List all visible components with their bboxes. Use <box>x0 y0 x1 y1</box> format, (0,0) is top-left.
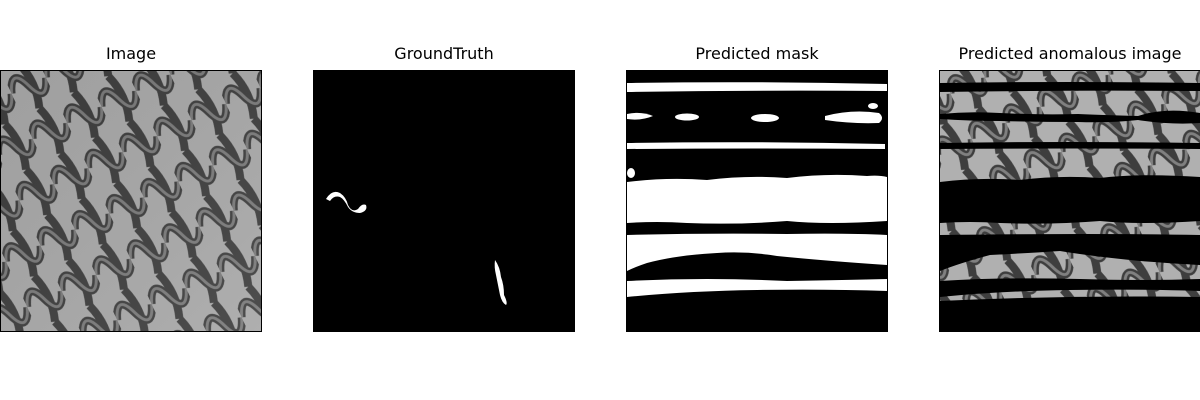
image-frame <box>0 70 262 332</box>
panel-groundtruth: GroundTruth <box>313 0 575 400</box>
panel-image: Image <box>0 0 262 400</box>
panel-predicted-mask: Predicted mask <box>626 0 888 400</box>
predicted-anomalous-frame <box>939 70 1200 332</box>
panel-title: Predicted anomalous image <box>958 44 1182 63</box>
panel-predicted-anomalous-image: Predicted anomalous image <box>939 0 1200 400</box>
groundtruth-mask <box>314 71 574 331</box>
predicted-mask-frame <box>626 70 888 332</box>
groundtruth-frame <box>313 70 575 332</box>
panel-title: Image <box>105 44 157 63</box>
predicted-mask <box>627 71 887 331</box>
panel-title: Predicted mask <box>695 44 819 63</box>
panel-title: GroundTruth <box>394 44 494 63</box>
input-image <box>1 71 261 331</box>
predicted-anomalous-image <box>940 71 1200 331</box>
